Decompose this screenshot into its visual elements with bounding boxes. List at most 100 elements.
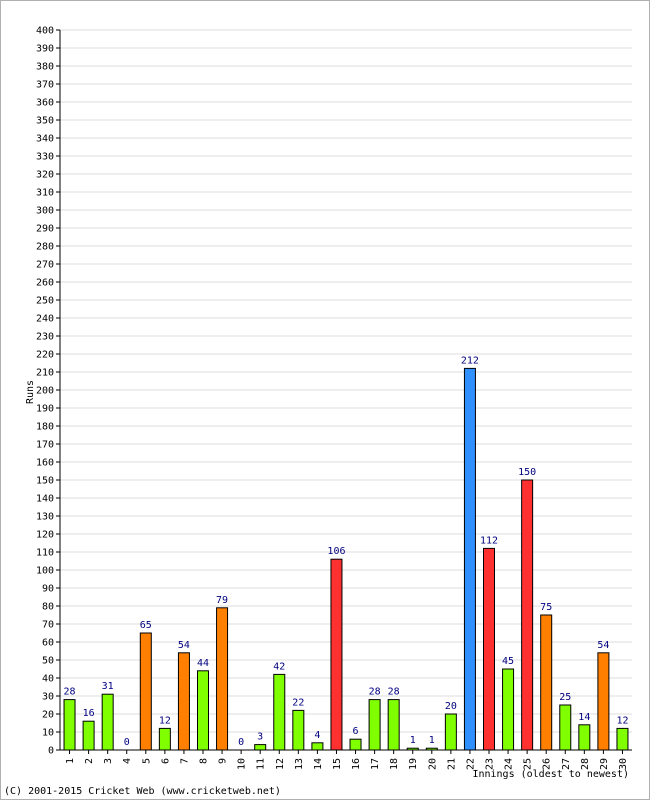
bar [502, 668, 515, 751]
bar [597, 652, 610, 751]
y-tick-label: 70 [42, 620, 54, 631]
bar [197, 670, 209, 751]
gridlines [60, 29, 632, 733]
y-tick-label: 100 [36, 566, 54, 577]
bar [63, 699, 76, 751]
bar [483, 547, 495, 751]
x-tick-label: 26 [542, 758, 553, 770]
y-tick-label: 260 [36, 278, 54, 289]
data-label: 54 [178, 640, 190, 651]
y-tick-label: 200 [36, 386, 54, 397]
x-tick-label: 28 [580, 758, 591, 770]
bar [521, 479, 534, 751]
data-label: 45 [502, 656, 514, 667]
data-label: 54 [597, 640, 609, 651]
bar [368, 699, 381, 751]
y-tick-label: 370 [36, 80, 54, 91]
bar [349, 738, 362, 751]
y-tick-label: 170 [36, 440, 54, 451]
data-label: 28 [388, 687, 400, 698]
y-axis-label: Runs [25, 380, 36, 404]
bar [254, 744, 267, 751]
y-tick-label: 110 [36, 548, 54, 559]
y-tick-label: 130 [36, 512, 54, 523]
y-tick-label: 220 [36, 350, 54, 361]
axes [56, 29, 632, 754]
y-tick-label: 160 [36, 458, 54, 469]
y-tick-label: 190 [36, 404, 54, 415]
data-labels: 28 16 31 0 65 12 54 44 79 0 3 42 22 4 106 6 28 28 1 1 20 212 1… [64, 355, 629, 748]
data-label: 0 [238, 737, 244, 748]
y-tick-label: 80 [42, 602, 54, 613]
data-label: 106 [327, 546, 345, 557]
x-tick-label: 19 [408, 758, 419, 770]
data-label: 65 [140, 620, 152, 631]
data-label: 79 [216, 595, 228, 606]
data-label: 42 [273, 661, 285, 672]
x-tick-label: 4 [122, 758, 133, 764]
x-tick-label: 1 [65, 758, 76, 764]
x-tick-label: 18 [389, 758, 400, 770]
data-label: 44 [197, 658, 209, 669]
y-tick-label: 390 [36, 44, 54, 55]
y-tick-label: 230 [36, 332, 54, 343]
y-tick-label: 30 [42, 692, 54, 703]
data-label: 6 [353, 726, 359, 737]
x-tick-label: 21 [446, 758, 457, 770]
y-tick-label: 350 [36, 116, 54, 127]
bar [101, 693, 114, 751]
y-tick-label: 60 [42, 638, 54, 649]
x-tick-label: 22 [465, 758, 476, 770]
y-tick-label: 330 [36, 152, 54, 163]
x-tick-label: 16 [351, 758, 362, 770]
data-label: 22 [292, 697, 304, 708]
x-tick-label: 14 [313, 758, 324, 770]
y-tick-labels: 0 10 20 30 40 50 60 70 80 90 100 110 120 130 140 150 160… [36, 26, 54, 757]
data-label: 28 [64, 687, 76, 698]
x-tick-label: 6 [160, 758, 171, 764]
x-tick-label: 17 [370, 758, 381, 770]
bar [463, 367, 476, 751]
data-label: 14 [578, 712, 590, 723]
data-label: 12 [159, 715, 171, 726]
x-tick-label: 3 [103, 758, 114, 764]
data-label: 31 [102, 681, 114, 692]
bar [540, 614, 553, 751]
y-tick-label: 90 [42, 584, 54, 595]
x-tick-label: 27 [561, 758, 572, 770]
x-tick-label: 10 [237, 758, 248, 770]
bar [216, 607, 229, 751]
data-label: 1 [410, 735, 416, 746]
data-label: 3 [257, 732, 263, 743]
bar [158, 727, 171, 751]
y-tick-label: 270 [36, 260, 54, 271]
y-tick-label: 400 [36, 26, 54, 37]
y-tick-label: 140 [36, 494, 54, 505]
y-tick-label: 120 [36, 530, 54, 541]
x-tick-label: 2 [84, 758, 95, 764]
y-tick-label: 380 [36, 62, 54, 73]
data-label: 16 [83, 708, 95, 719]
y-tick-label: 240 [36, 314, 54, 325]
bar [616, 727, 629, 751]
bars [63, 367, 629, 751]
x-tick-label: 12 [275, 758, 286, 770]
bar [559, 704, 572, 751]
y-tick-label: 210 [36, 368, 54, 379]
data-label: 25 [559, 692, 571, 703]
y-tick-label: 40 [42, 674, 54, 685]
data-label: 12 [616, 715, 628, 726]
y-tick-label: 340 [36, 134, 54, 145]
data-label: 112 [480, 535, 498, 546]
y-tick-label: 150 [36, 476, 54, 487]
x-tick-label: 25 [523, 758, 534, 770]
bar [387, 699, 400, 751]
bar [82, 720, 95, 751]
bar [444, 713, 457, 751]
data-label: 0 [124, 737, 130, 748]
y-tick-label: 280 [36, 242, 54, 253]
data-label: 4 [314, 730, 320, 741]
y-tick-label: 300 [36, 206, 54, 217]
data-label: 75 [540, 602, 552, 613]
